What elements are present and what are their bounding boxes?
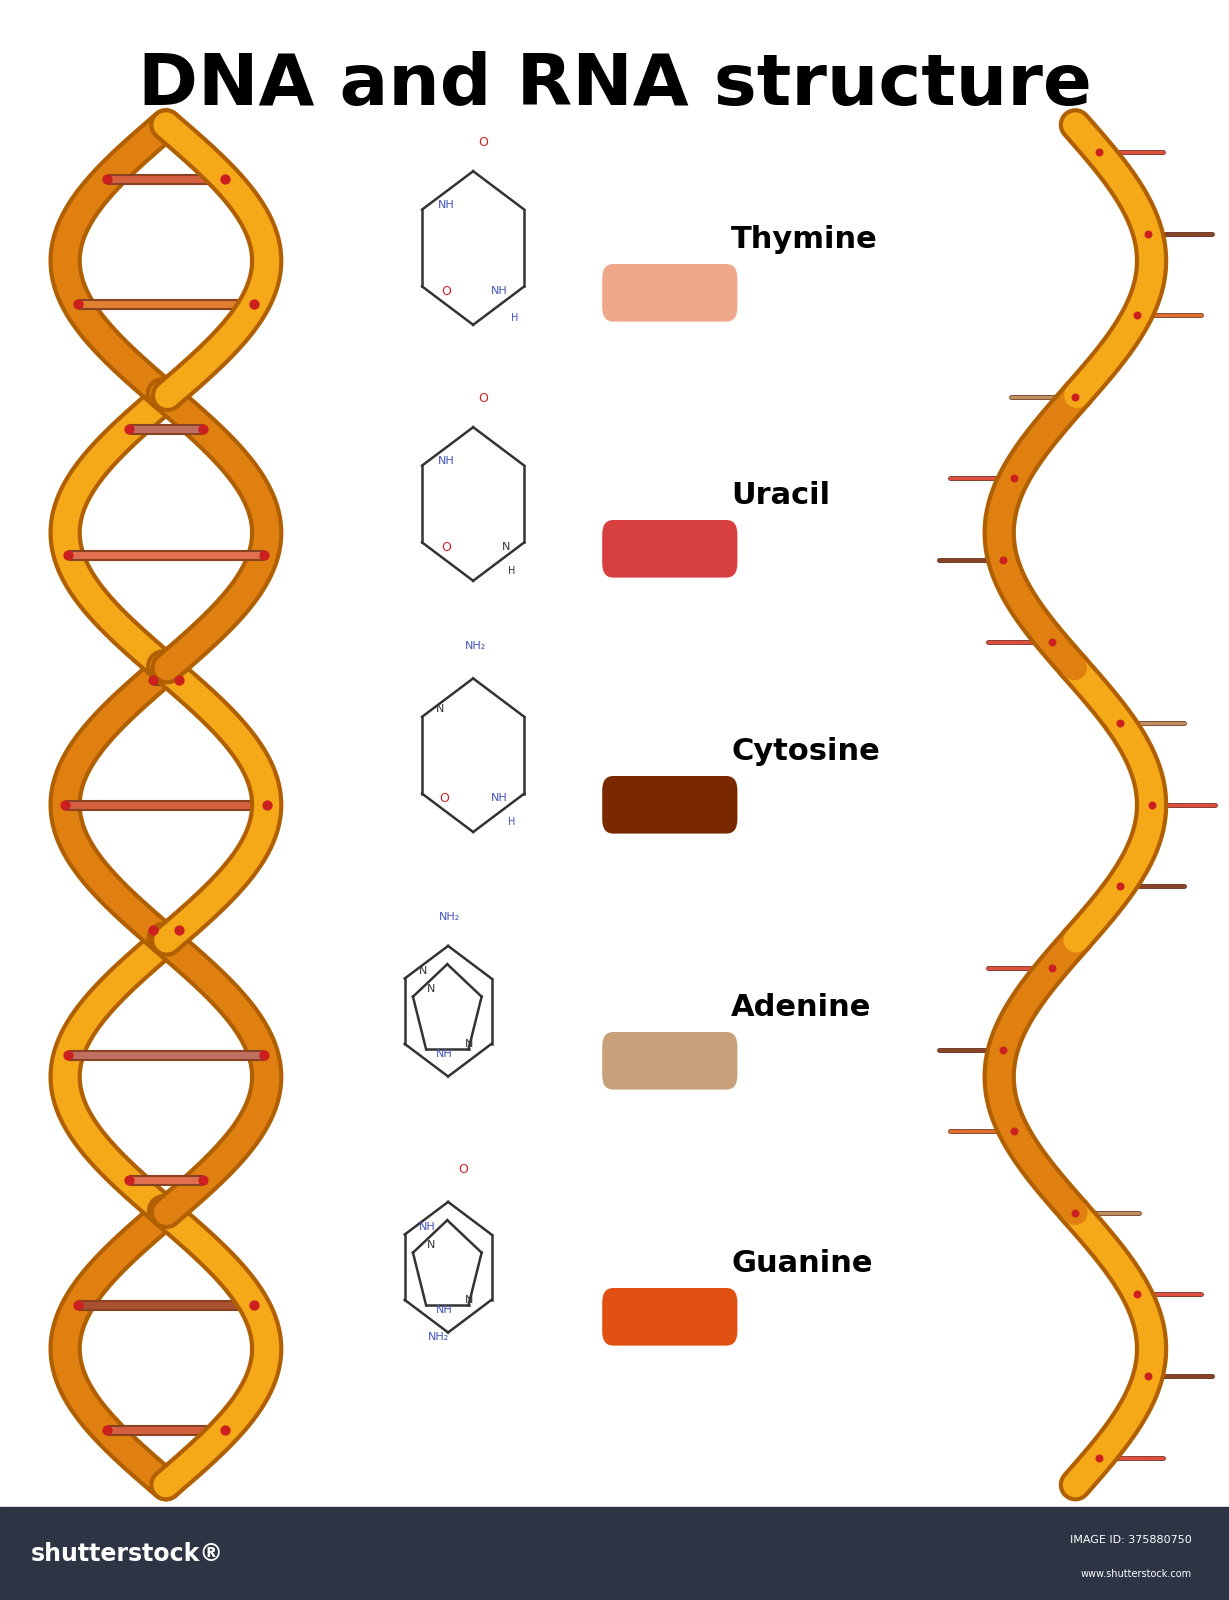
Point xyxy=(168,917,188,942)
Point xyxy=(193,1168,213,1194)
Text: H: H xyxy=(509,566,516,576)
FancyBboxPatch shape xyxy=(602,1288,737,1346)
FancyBboxPatch shape xyxy=(602,1032,737,1090)
Text: H: H xyxy=(509,818,516,827)
Text: Thymine: Thymine xyxy=(731,226,878,254)
Point xyxy=(1138,221,1158,246)
Point xyxy=(257,792,277,818)
Point xyxy=(193,416,213,442)
Text: Uracil: Uracil xyxy=(731,482,831,510)
Text: shutterstock®: shutterstock® xyxy=(31,1542,224,1565)
Text: N: N xyxy=(419,965,428,976)
Text: Cytosine: Cytosine xyxy=(731,738,880,766)
Point xyxy=(59,1042,79,1067)
Text: N: N xyxy=(436,704,445,714)
Text: NH: NH xyxy=(439,200,455,210)
Text: N: N xyxy=(428,1240,435,1250)
Text: IMAGE ID: 375880750: IMAGE ID: 375880750 xyxy=(1070,1534,1192,1544)
Bar xyxy=(0,1507,1229,1600)
Text: N: N xyxy=(466,1038,473,1050)
Point xyxy=(1142,792,1161,818)
Text: Adenine: Adenine xyxy=(731,994,871,1022)
Text: O: O xyxy=(441,541,451,554)
Point xyxy=(253,542,273,568)
Text: NH: NH xyxy=(492,794,508,803)
Point xyxy=(144,917,163,942)
Text: O: O xyxy=(439,792,449,805)
Point xyxy=(215,166,235,192)
Point xyxy=(245,1293,264,1318)
Point xyxy=(1138,1363,1158,1389)
Point xyxy=(1089,1445,1109,1470)
Text: O: O xyxy=(458,1163,468,1176)
Text: N: N xyxy=(466,1294,473,1306)
Point xyxy=(1110,874,1129,899)
Text: O: O xyxy=(478,136,488,149)
Point xyxy=(55,792,75,818)
Point xyxy=(993,1037,1013,1062)
Text: O: O xyxy=(441,285,451,298)
Text: NH: NH xyxy=(418,1221,435,1232)
Point xyxy=(1066,384,1085,410)
Text: www.shutterstock.com: www.shutterstock.com xyxy=(1082,1570,1192,1579)
Point xyxy=(144,667,163,693)
Text: NH: NH xyxy=(439,456,455,466)
Point xyxy=(245,291,264,317)
Text: H: H xyxy=(511,314,519,323)
Text: NH₂: NH₂ xyxy=(465,642,487,651)
Text: N: N xyxy=(428,984,435,994)
Point xyxy=(97,166,117,192)
Point xyxy=(68,1293,87,1318)
Point xyxy=(1004,466,1024,491)
Text: NH: NH xyxy=(435,1306,452,1315)
Point xyxy=(68,291,87,317)
Text: NH: NH xyxy=(435,1050,452,1059)
Point xyxy=(97,1418,117,1443)
FancyBboxPatch shape xyxy=(602,776,737,834)
Point xyxy=(253,1042,273,1067)
Point xyxy=(119,1168,139,1194)
Point xyxy=(1042,629,1062,654)
FancyBboxPatch shape xyxy=(602,520,737,578)
Text: NH: NH xyxy=(492,286,508,296)
Point xyxy=(1127,1282,1147,1307)
Point xyxy=(1089,139,1109,165)
Point xyxy=(1110,710,1129,736)
Text: N: N xyxy=(501,542,510,552)
FancyBboxPatch shape xyxy=(602,264,737,322)
Text: NH₂: NH₂ xyxy=(439,912,460,922)
Point xyxy=(119,416,139,442)
Text: DNA and RNA structure: DNA and RNA structure xyxy=(138,51,1091,120)
Text: O: O xyxy=(478,392,488,405)
Point xyxy=(59,542,79,568)
Point xyxy=(1127,302,1147,328)
Point xyxy=(993,547,1013,573)
Text: Guanine: Guanine xyxy=(731,1250,873,1278)
Point xyxy=(168,667,188,693)
Point xyxy=(1066,1200,1085,1226)
Point xyxy=(1042,955,1062,981)
Point xyxy=(1004,1118,1024,1144)
Point xyxy=(215,1418,235,1443)
Text: NH₂: NH₂ xyxy=(428,1333,449,1342)
